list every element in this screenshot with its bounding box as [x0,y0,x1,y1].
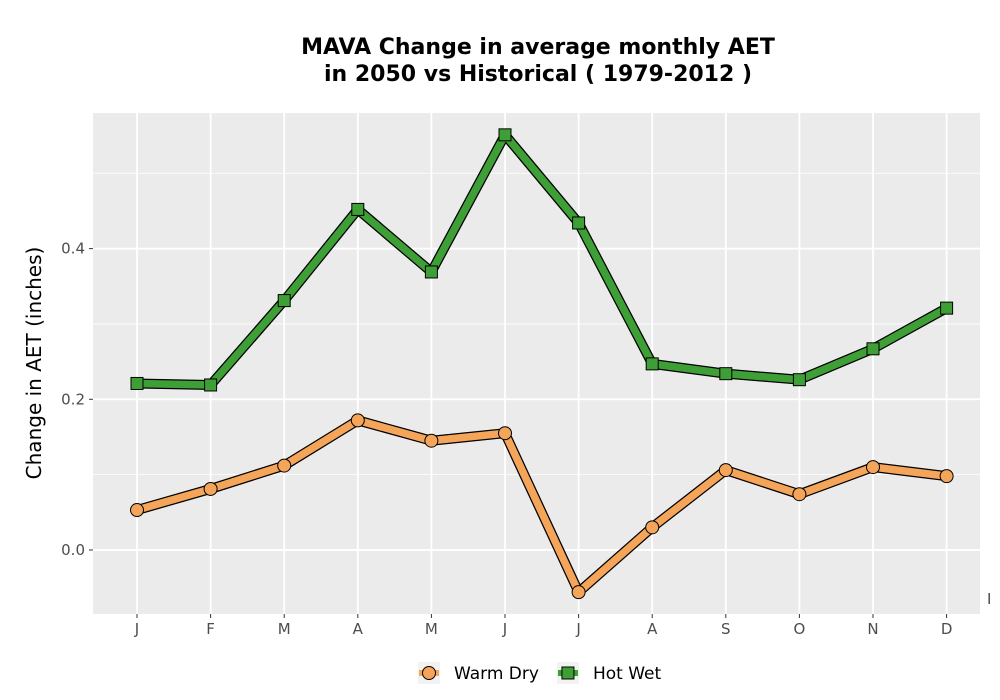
legend: Warm Dry Hot Wet [418,662,661,684]
data-point [277,458,292,473]
y-tick-label: 0.2 [61,390,85,408]
data-point [792,373,806,387]
x-tick-label: D [941,620,953,638]
data-point [645,357,659,371]
y-tick-label: 0.0 [61,541,85,559]
data-point [498,128,512,142]
x-tick-label: S [721,620,731,638]
series-layer [130,128,954,600]
legend-item-warm-dry: Warm Dry [418,662,539,684]
legend-label: Warm Dry [454,664,539,684]
data-point [866,460,880,475]
chart-title-line-2: in 2050 vs Historical ( 1979-2012 ) [324,62,752,87]
x-tick-label: J [575,620,580,638]
series-line [133,131,951,389]
data-point [203,481,218,496]
data-point [939,469,954,484]
legend-key-marker [422,666,436,680]
series-line [133,416,951,596]
data-point [351,202,365,216]
x-tick-label: A [647,620,658,638]
data-point [277,294,291,308]
y-axis-label: Change in AET (inches) [22,247,46,480]
x-tick-label: J [134,620,139,638]
stray-label: I [987,590,991,608]
x-tick-label: O [793,620,805,638]
x-tick-label: A [353,620,364,638]
data-point [204,378,218,392]
data-point [424,433,439,448]
y-axis-ticks: 0.0 0.2 0.4 [61,240,93,559]
series-hot-wet [130,128,954,392]
data-point [940,301,954,315]
chart-title-line-1: MAVA Change in average monthly AET [301,35,775,60]
series-warm-dry [130,413,954,600]
data-point [645,520,660,535]
data-point [130,503,144,518]
legend-item-hot-wet: Hot Wet [556,662,662,684]
x-tick-label: M [425,620,438,638]
legend-key-marker [561,666,575,680]
x-tick-label: J [502,620,507,638]
data-point [572,216,586,230]
data-point [424,265,438,279]
data-point [498,426,512,441]
data-point [130,376,144,390]
data-point [571,585,586,600]
data-point [792,487,807,502]
data-point [718,463,733,478]
x-tick-label: N [867,620,878,638]
legend-label: Hot Wet [593,664,662,684]
y-tick-label: 0.4 [61,240,85,258]
data-point [866,342,880,356]
data-point [719,367,733,381]
x-tick-label: F [206,620,215,638]
chart-title: MAVA Change in average monthly AET in 20… [301,35,775,87]
data-point [350,413,365,428]
x-tick-label: M [278,620,291,638]
